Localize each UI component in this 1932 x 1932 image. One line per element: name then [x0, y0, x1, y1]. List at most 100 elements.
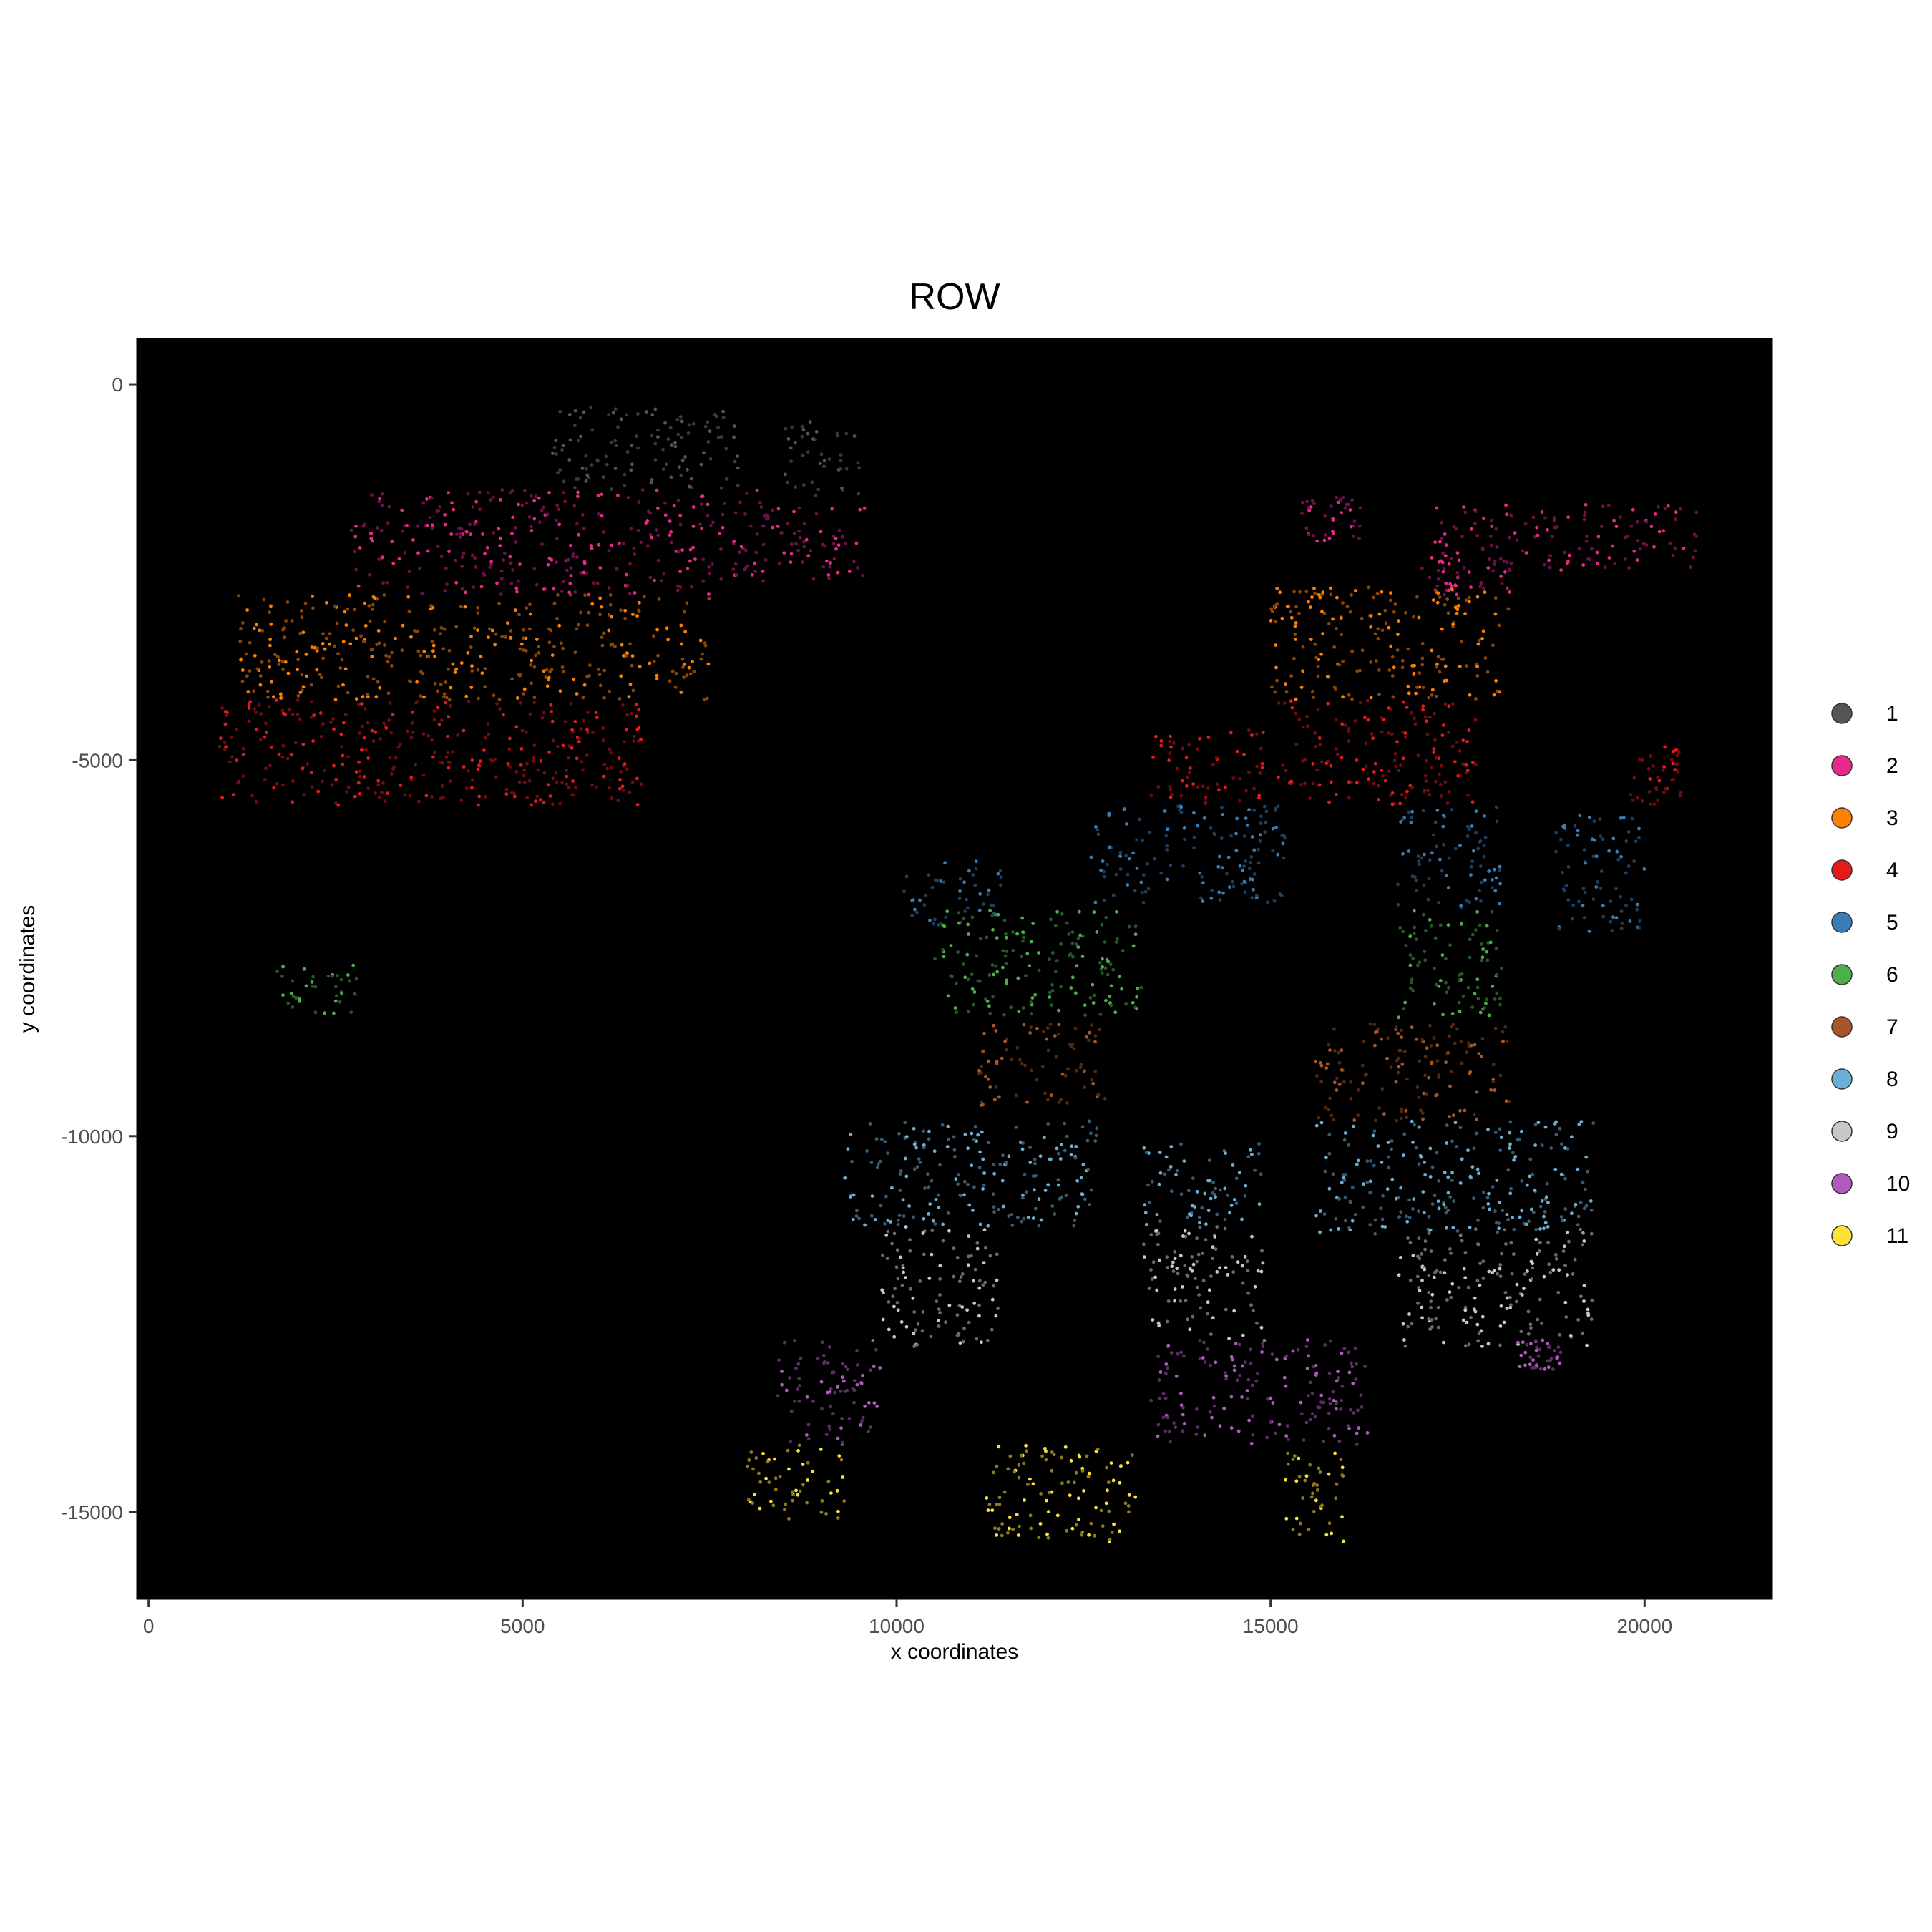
data-point	[253, 707, 256, 711]
data-point	[1410, 980, 1413, 985]
data-point	[1252, 809, 1256, 812]
data-point	[1311, 1412, 1314, 1416]
data-point	[1356, 1113, 1360, 1118]
data-point	[539, 798, 542, 801]
data-point	[1048, 990, 1052, 995]
data-point	[1415, 889, 1419, 893]
data-point	[844, 542, 847, 546]
data-point	[1381, 1194, 1385, 1198]
x-tick-label: 20000	[1616, 1615, 1672, 1637]
data-point	[608, 747, 612, 751]
data-point	[1377, 668, 1381, 672]
data-point	[617, 756, 621, 760]
data-point	[1169, 1165, 1173, 1169]
data-point	[988, 1254, 992, 1258]
data-point	[1548, 1270, 1553, 1274]
data-point	[1629, 793, 1633, 796]
data-point	[636, 446, 640, 450]
data-point	[1071, 955, 1075, 959]
data-point	[1437, 1075, 1440, 1079]
data-point	[1457, 1000, 1461, 1005]
data-point	[1307, 1527, 1311, 1531]
data-point	[1210, 1415, 1214, 1420]
data-point	[630, 444, 634, 447]
data-point	[821, 1353, 826, 1357]
data-point	[927, 1277, 932, 1280]
data-point	[469, 686, 474, 689]
data-point	[1516, 1340, 1520, 1345]
data-point	[388, 756, 392, 760]
data-point	[1087, 1471, 1091, 1475]
data-point	[1339, 616, 1343, 620]
legend-label-3: 3	[1886, 806, 1898, 830]
data-point	[1265, 900, 1269, 904]
data-point	[927, 873, 931, 877]
data-point	[1104, 998, 1108, 1002]
data-point	[357, 702, 361, 706]
data-point	[1284, 682, 1287, 686]
data-point	[1370, 732, 1374, 736]
data-point	[1430, 1318, 1434, 1322]
data-point	[1322, 1439, 1325, 1443]
data-point	[522, 692, 525, 696]
data-point	[1092, 993, 1096, 997]
data-point	[1642, 867, 1646, 871]
data-point	[1468, 693, 1472, 697]
data-point	[987, 1141, 991, 1145]
data-point	[1311, 1483, 1315, 1488]
data-point	[683, 455, 687, 459]
data-point	[525, 761, 529, 766]
data-point	[1403, 1344, 1407, 1348]
data-point	[1286, 1438, 1290, 1441]
data-point	[1576, 1223, 1580, 1227]
data-point	[284, 619, 288, 623]
data-point	[1519, 1353, 1523, 1357]
data-point	[529, 525, 533, 528]
data-point	[992, 1205, 996, 1209]
data-point	[1245, 1259, 1249, 1264]
data-point	[832, 557, 836, 561]
data-point	[1609, 919, 1613, 924]
data-point	[1525, 1342, 1529, 1347]
data-point	[655, 628, 659, 632]
data-point	[1418, 960, 1422, 965]
data-point	[1037, 1224, 1040, 1228]
data-point	[852, 434, 857, 438]
data-point	[596, 459, 600, 463]
data-point	[1076, 936, 1080, 940]
data-point	[1037, 1197, 1041, 1201]
data-point	[230, 755, 234, 758]
data-point	[1096, 832, 1101, 836]
data-point	[386, 521, 390, 525]
data-point	[758, 1506, 762, 1511]
data-point	[949, 944, 953, 947]
data-point	[945, 1145, 950, 1148]
data-point	[996, 1307, 1000, 1310]
data-point	[1019, 1453, 1023, 1458]
data-point	[439, 796, 443, 801]
data-point	[1340, 1048, 1344, 1053]
data-point	[346, 691, 350, 695]
data-point	[1620, 922, 1624, 925]
data-point	[1317, 658, 1321, 662]
data-point	[1314, 745, 1318, 748]
data-point	[956, 950, 960, 954]
data-point	[1510, 1272, 1514, 1276]
data-point	[829, 561, 832, 565]
data-point	[1436, 1325, 1440, 1330]
data-point	[1002, 919, 1007, 922]
data-point	[1243, 1360, 1247, 1365]
data-point	[1414, 1146, 1418, 1150]
data-point	[706, 514, 710, 518]
data-point	[1127, 924, 1131, 929]
data-point	[1559, 568, 1563, 572]
data-point	[943, 861, 947, 865]
data-point	[1068, 1043, 1072, 1047]
data-point	[857, 466, 861, 470]
data-point	[433, 655, 437, 658]
data-point	[1611, 915, 1615, 919]
data-point	[507, 747, 512, 751]
data-point	[602, 530, 606, 534]
data-point	[1493, 1209, 1497, 1213]
data-point	[857, 1216, 861, 1221]
